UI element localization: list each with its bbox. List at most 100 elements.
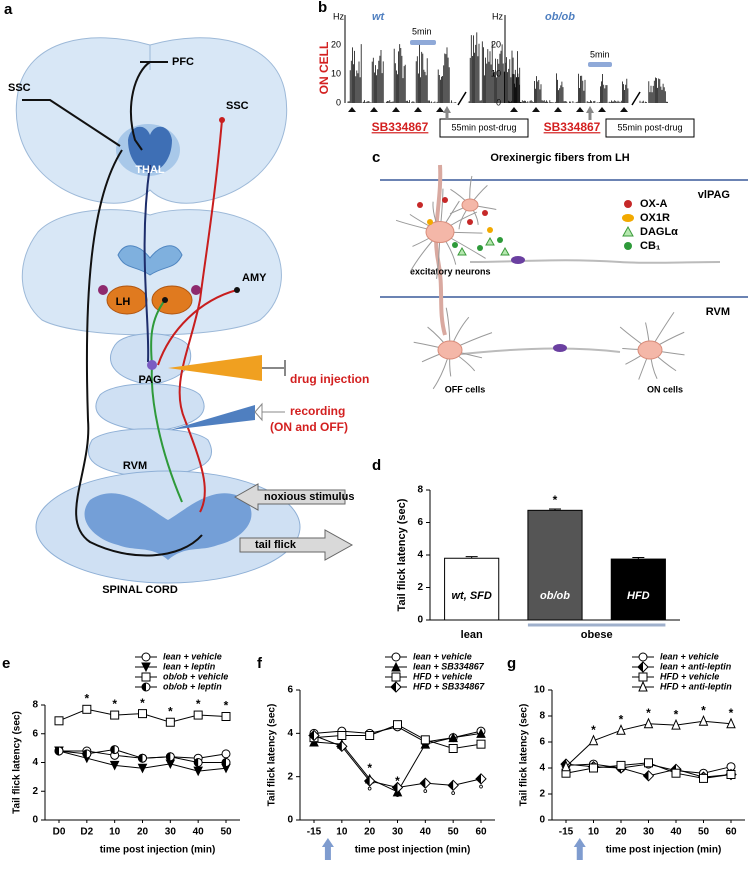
legend-marker xyxy=(637,661,649,673)
x-tick-label: 30 xyxy=(165,827,177,838)
neuron-body xyxy=(437,340,463,360)
drug-label: SB334867 xyxy=(372,120,429,134)
panel-letter: e xyxy=(2,655,10,672)
event-marker xyxy=(532,107,540,112)
legend-marker xyxy=(390,681,402,693)
ssc-pathway xyxy=(22,99,121,147)
bar xyxy=(527,509,583,621)
y-axis-label: Tail flick latency (sec) xyxy=(519,704,530,807)
panel-title: Orexinergic fibers from LH xyxy=(490,152,629,164)
lateral-hypothalamus xyxy=(151,285,193,315)
scale-label: 5min xyxy=(412,26,432,36)
annotation: recording xyxy=(290,404,345,418)
y-tick-label: 0 xyxy=(287,815,293,826)
amygdala-dot xyxy=(98,285,108,295)
legend-marker xyxy=(638,680,648,692)
data-point xyxy=(698,714,709,726)
unit-label: Hz xyxy=(333,11,344,21)
x-tick-label: 60 xyxy=(725,827,737,838)
molecule xyxy=(500,246,510,256)
bar-label: wt, SFD xyxy=(451,590,491,602)
spike-train xyxy=(507,73,629,103)
data-point xyxy=(137,763,148,774)
panel-letter: b xyxy=(318,0,327,16)
injection-arrow xyxy=(573,838,586,860)
data-point xyxy=(589,763,598,773)
axon xyxy=(434,164,447,336)
data-point xyxy=(447,779,459,792)
region-label: RVM xyxy=(123,460,147,472)
cell-label: ON cells xyxy=(647,384,683,394)
annotation: noxious stimulus xyxy=(264,491,354,503)
y-tick-label: 6 xyxy=(32,728,38,739)
injection-arrow xyxy=(321,838,334,860)
error-bar xyxy=(549,508,561,511)
y-tick-label: 0 xyxy=(417,615,423,626)
data-point xyxy=(82,749,92,759)
spike-train xyxy=(639,77,668,103)
data-point xyxy=(308,729,320,742)
marker-fill xyxy=(420,778,426,789)
legend-swatch xyxy=(624,200,632,208)
legend-marker xyxy=(638,672,648,682)
marker-fill xyxy=(309,730,314,741)
significance-mark: * xyxy=(591,723,596,737)
region-label: PAG xyxy=(138,374,161,386)
legend-label: HFD + anti-leptin xyxy=(660,681,732,691)
significance-mark: * xyxy=(553,493,558,507)
legend-marker xyxy=(391,652,401,662)
y-axis-label: Tail flick latency (sec) xyxy=(12,711,23,814)
scale-bar xyxy=(410,40,436,45)
region-label: AMY xyxy=(242,272,267,284)
spike-train xyxy=(347,44,457,103)
data-point xyxy=(193,766,203,777)
panel-letter: a xyxy=(4,1,13,18)
marker-fill xyxy=(166,752,171,761)
significance-mark: * xyxy=(140,696,145,710)
ascending-pathway xyxy=(75,149,203,557)
y-tick-label: 0 xyxy=(539,815,545,826)
neuron-body xyxy=(461,198,479,212)
significance-mark: ° xyxy=(423,786,428,800)
molecule xyxy=(442,197,448,203)
annotation: (ON and OFF) xyxy=(270,420,348,434)
significance-mark: * xyxy=(112,697,117,711)
data-point xyxy=(138,709,147,719)
y-tick-label: 8 xyxy=(32,700,38,711)
legend-label: CB₁ xyxy=(640,240,661,252)
y-tick-label: 8 xyxy=(539,711,545,722)
neuron-body xyxy=(637,340,663,360)
syringe xyxy=(262,360,286,376)
data-point xyxy=(165,752,175,762)
marker-fill xyxy=(138,754,143,763)
terminal xyxy=(234,287,240,293)
tick-label: 10 xyxy=(331,68,341,78)
marker-fill xyxy=(194,758,199,767)
significance-mark: ° xyxy=(367,784,372,798)
tick-label: 10 xyxy=(491,68,501,78)
legend-label: OX-A xyxy=(640,198,668,210)
x-axis-label: time post injection (min) xyxy=(355,845,471,856)
legend-marker xyxy=(391,672,401,682)
tick-label: 0 xyxy=(336,97,341,107)
region-label: LH xyxy=(116,296,131,308)
legend-label: lean + vehicle xyxy=(413,651,472,661)
legend-label: HFD + vehicle xyxy=(413,671,472,681)
group-label: obese xyxy=(581,629,613,641)
data-point xyxy=(642,770,655,782)
neuron-body xyxy=(425,221,455,243)
significance-mark: * xyxy=(395,774,400,788)
terminal xyxy=(511,256,525,264)
data-point xyxy=(420,735,430,745)
panel-letter: c xyxy=(372,149,380,166)
x-tick-label: 30 xyxy=(643,827,655,838)
y-tick-label: 6 xyxy=(417,517,423,528)
data-point xyxy=(336,740,348,753)
molecule xyxy=(487,227,493,233)
marker-fill xyxy=(476,773,481,784)
legend-label: OX1R xyxy=(640,212,670,224)
x-tick-label: 50 xyxy=(448,827,460,838)
data-point xyxy=(221,749,231,759)
y-tick-label: 2 xyxy=(417,582,423,593)
bar xyxy=(610,558,666,621)
